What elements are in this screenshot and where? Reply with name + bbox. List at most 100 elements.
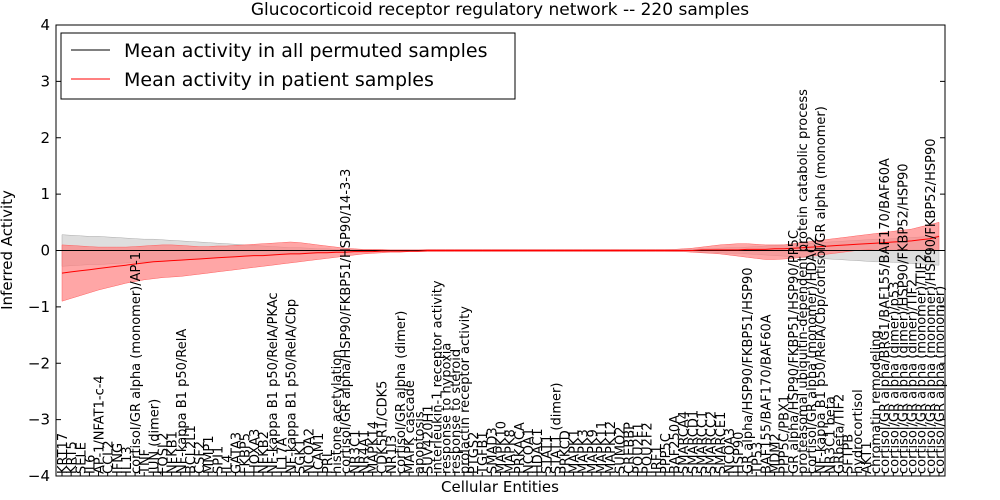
entity-label: SGK1 xyxy=(294,439,309,474)
entity-label: MDM2 xyxy=(769,433,784,474)
entity-label: NR1I3 xyxy=(385,435,400,474)
entity-label: KRT5 xyxy=(65,441,80,474)
entity-label: NR3C1 beta xyxy=(823,396,838,474)
entity-label: TP53 xyxy=(750,442,765,475)
entity-label: CDK5R1/CDK5 xyxy=(376,381,391,474)
entity-label: TGFB1 xyxy=(476,431,491,475)
entity-label: MMP1 xyxy=(202,435,217,474)
entity-label: PTGS2 xyxy=(467,432,482,474)
entity-label: BAF250A xyxy=(668,415,683,474)
entity-label: HDAC1 xyxy=(531,428,546,474)
entity-label: IL6 xyxy=(83,455,98,474)
legend-entry-permuted: Mean activity in all permuted samples xyxy=(124,40,487,62)
entity-label: IRF1 xyxy=(650,445,665,474)
entity-label: response to steroid xyxy=(449,349,464,474)
entity-label: NCOA2 xyxy=(303,428,318,474)
entity-label: PPP5C xyxy=(659,433,674,474)
entity-label: SMAD3 xyxy=(485,427,500,474)
y-tick-label: −4 xyxy=(28,467,50,485)
entity-label: chromatin remodeling xyxy=(869,330,884,474)
y-tick-label: −2 xyxy=(28,354,50,372)
entity-label: cortisol/GR alpha (monomer)/TIF2 xyxy=(915,254,930,474)
entity-label: MAPK8 xyxy=(504,429,519,474)
entity-label: cortisol/GR alpha (dimer)/p53 xyxy=(887,282,902,474)
entity-label: interleukin-1 receptor activity xyxy=(431,280,446,474)
entity-label: NCOA1 xyxy=(522,428,537,474)
entity-label: AP-1/NFAT1-c-4 xyxy=(93,375,108,474)
entity-label: IFNG xyxy=(111,443,126,474)
entity-label: SMARCC2 xyxy=(705,411,720,474)
entity-label: NF-kappa B1 p50/RelA/Cbp/cortisol/GR alp… xyxy=(814,106,829,474)
entity-label: SMARCD1 xyxy=(686,410,701,474)
entity-label: CREBBP xyxy=(622,422,637,474)
entity-label: NF-kappa B1 p50/RelA xyxy=(175,329,190,474)
entity-label: prolactin receptor activity xyxy=(458,306,473,474)
entity-label: cortisol/GR alpha/HSP90/FKBP51/HSP90/14-… xyxy=(339,169,354,474)
y-axis: −4 −3 −2 −1 0 1 2 3 4 xyxy=(28,16,945,485)
entity-label: hydrocortisol xyxy=(851,389,866,474)
plot-frame xyxy=(55,24,946,477)
entity-label: response to hypoxia xyxy=(440,343,455,474)
entity-label: SUMO2 xyxy=(613,427,628,475)
entity-label: FKBP5 xyxy=(239,433,254,474)
entity-label: SELE xyxy=(74,442,89,474)
x-axis-label: Cellular Entities xyxy=(441,478,559,496)
entity-label: MAPK3 xyxy=(577,429,592,474)
entity-label: NR3C1 xyxy=(348,430,363,474)
entity-label: apoptosis xyxy=(412,411,427,474)
entity-label: NCOA3 xyxy=(723,428,738,474)
entity-label: IL4 xyxy=(220,455,235,474)
entity-label: POU2F1 xyxy=(632,422,647,474)
entity-label: AKT1 xyxy=(860,441,875,474)
entity-label: HSP90 xyxy=(732,432,747,474)
entity-label: JUN (dimer) xyxy=(147,399,162,475)
entity-label: cortisol/GR alpha (dimer) xyxy=(394,311,409,474)
entity-label: cortisol/GR alpha (monomer) xyxy=(933,286,948,474)
entity-label: TNF xyxy=(138,449,153,475)
entity-label: HOXA3 xyxy=(248,429,263,474)
entity-label: CSF2 xyxy=(193,441,208,474)
x-axis-ticks xyxy=(61,472,940,476)
entity-label: BCL2L1 xyxy=(184,425,199,474)
entity-label: SMARCC1 xyxy=(696,411,711,474)
entity-label: SFTPB xyxy=(842,434,857,474)
entity-label: cortisol/GR alpha (monomer)/AP-1 xyxy=(129,252,144,474)
entity-label: FOSL2 xyxy=(157,433,172,474)
legend-box xyxy=(60,32,516,100)
entity-label: PPP5C/PBX1 xyxy=(778,395,793,474)
entity-label: STAT1 (dimer) xyxy=(549,383,564,474)
entity-label: MAPK cascade xyxy=(403,380,418,474)
y-tick-label: −3 xyxy=(28,411,50,429)
entity-label: POU2F2 xyxy=(641,422,656,474)
entity-label: MAPK10 xyxy=(495,421,510,474)
entity-label: IL17A xyxy=(275,437,290,474)
entity-label: MAPK9 xyxy=(586,429,601,474)
entity-label: NFKB1 xyxy=(166,431,181,474)
entity-label: GRbeta/TIF2 xyxy=(833,394,848,474)
entity-labels: KRT17KRT5SELEIL6AP-1/NFAT1-c-4CCL2IFNGIL… xyxy=(56,89,948,475)
entity-label: MAPK12 xyxy=(604,421,619,474)
series-line-patient xyxy=(61,235,940,274)
entity-label: NFKB2 xyxy=(257,431,272,474)
entity-label: cortisol/GR alpha (monomer)/HSP90/FKBP52… xyxy=(924,139,939,475)
y-tick-label: 0 xyxy=(40,242,50,260)
entity-label: cortisol/GR alpha (monomer)/HDAC2 xyxy=(805,236,820,474)
legend-entry-patient: Mean activity in patient samples xyxy=(124,69,434,91)
entity-label: SMARCE1 xyxy=(714,412,729,474)
entity-label: GR alpha/HSP90/FKBP51/HSP90 xyxy=(741,267,756,474)
entity-label: PRKCD xyxy=(558,430,573,474)
entity-label: cortisol/GR alpha (dimer)/HSP90/FKBP52/H… xyxy=(897,163,912,474)
entity-label: histone acetylation xyxy=(330,350,345,474)
entity-label: MAPK14 xyxy=(367,421,382,474)
entity-label: cortisol/GR alpha/BRG1/BAF155/BAF170/BAF… xyxy=(878,158,893,474)
entity-label: GR alpha/HSP90/FKBP51/HSP90/PP5C xyxy=(787,230,802,474)
y-tick-label: 2 xyxy=(40,129,50,147)
y-tick-label: 1 xyxy=(40,185,50,203)
entity-label: ICAM1 xyxy=(312,433,327,474)
entity-label: BAF155/BAF170/BAF60A xyxy=(759,314,774,474)
entity-label: IL13 xyxy=(120,446,135,474)
entity-label: MAPK11 xyxy=(595,421,610,474)
legend: Mean activity in all permuted samples Me… xyxy=(60,32,516,100)
entity-label: MAPK1 xyxy=(568,429,583,474)
y-tick-label: −1 xyxy=(28,298,50,316)
